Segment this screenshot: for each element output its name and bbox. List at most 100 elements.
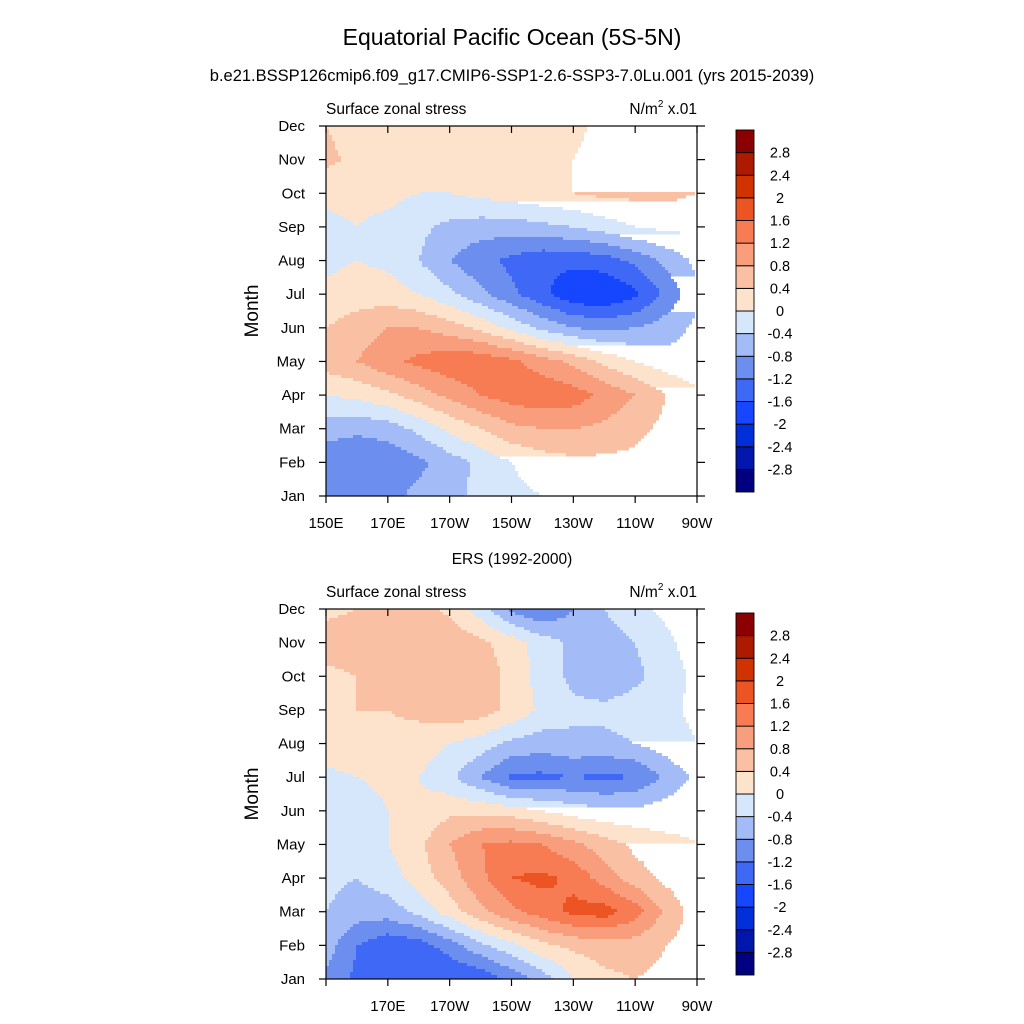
y-tick-label: Aug [278, 253, 305, 270]
contour-cell [326, 312, 350, 316]
contour-cell [338, 318, 446, 322]
contour-cell [353, 924, 413, 928]
contour-cell [389, 837, 428, 841]
contour-cell [563, 801, 653, 805]
contour-cell [629, 738, 695, 742]
contour-cell [566, 897, 578, 901]
y-axis-label: Month [242, 285, 263, 338]
contour-cell [326, 873, 401, 877]
contour-cell [326, 627, 461, 631]
contour-cell [326, 816, 389, 820]
contour-cell [470, 312, 503, 316]
contour-cell [470, 441, 509, 445]
contour-cell [560, 273, 608, 277]
contour-cell [494, 711, 530, 715]
contour-cell [554, 960, 596, 964]
contour-cell [446, 318, 485, 322]
contour-cell [326, 165, 329, 169]
contour-cell [563, 657, 641, 661]
contour-cell [626, 633, 671, 637]
contour-cell [500, 891, 614, 895]
contour-cell [398, 423, 434, 427]
contour-cell [326, 180, 572, 184]
contour-cell [587, 846, 629, 850]
contour-cell [491, 414, 611, 418]
contour-cell [326, 219, 350, 223]
contour-cell [431, 231, 605, 235]
contour-cell [431, 867, 458, 871]
contour-cell [593, 393, 635, 397]
x-tick-label: 170E [370, 998, 405, 1015]
contour-cell [398, 408, 434, 412]
contour-cell [533, 618, 557, 622]
contour-cell [497, 297, 530, 301]
contour-cell [461, 876, 488, 880]
contour-cell [326, 387, 380, 391]
contour-cell [473, 891, 500, 895]
contour-cell [332, 957, 356, 961]
contour-cell [551, 849, 593, 853]
contour-cell [578, 387, 620, 391]
contour-cell [326, 726, 500, 730]
contour-cell [530, 666, 563, 670]
contour-cell [389, 831, 431, 835]
contour-cell [326, 441, 389, 445]
contour-cell [455, 321, 491, 325]
contour-cell [326, 390, 389, 394]
contour-cell [584, 303, 611, 307]
contour-cell [338, 270, 386, 274]
contour-cell [476, 444, 521, 448]
contour-cell [410, 288, 452, 292]
contour-cell [620, 876, 656, 880]
contour-cell [326, 639, 485, 643]
contour-cell [326, 447, 401, 451]
contour-cell [647, 765, 680, 769]
contour-cell [431, 870, 461, 874]
contour-cell [389, 894, 422, 898]
contour-cell [641, 762, 674, 766]
contour-cell [488, 624, 515, 628]
contour-cell [638, 651, 680, 655]
contour-cell [326, 153, 338, 157]
contour-cell [326, 342, 371, 346]
contour-cell [368, 345, 497, 349]
contour-cell [617, 924, 653, 928]
contour-cell [362, 261, 422, 265]
contour-cell [641, 309, 671, 313]
contour-cell [326, 948, 335, 952]
contour-cell [596, 195, 686, 199]
colorbar-label: 1.2 [770, 719, 790, 735]
colorbar-label: 2.8 [770, 629, 790, 645]
contour-cell [467, 798, 533, 802]
contour-cell [326, 711, 392, 715]
contour-cell [467, 783, 500, 787]
contour-cell [326, 642, 491, 646]
contour-cell [548, 942, 668, 946]
contour-cell [329, 372, 386, 376]
contour-cell [437, 933, 464, 937]
contour-cell [482, 330, 515, 334]
contour-cell [563, 774, 584, 778]
contour-cell [491, 729, 542, 733]
contour-cell [569, 912, 614, 916]
contour-cell [578, 336, 680, 340]
contour-cell [470, 474, 518, 478]
contour-cell [326, 756, 434, 760]
contour-cell [362, 435, 422, 439]
contour-cell [449, 894, 476, 898]
contour-cell [329, 960, 353, 964]
contour-cell [326, 261, 353, 265]
contour-cell [491, 432, 647, 436]
contour-cell [497, 435, 644, 439]
contour-cell [389, 207, 563, 211]
contour-cell [404, 717, 479, 721]
contour-cell [614, 756, 668, 760]
contour-cell [512, 738, 629, 742]
contour-cell [419, 255, 455, 259]
contour-cell [434, 921, 461, 925]
contour-cell [326, 162, 335, 166]
contour-cell [464, 933, 488, 937]
contour-field [326, 609, 695, 980]
contour-cell [326, 918, 383, 922]
contour-cell [467, 483, 527, 487]
